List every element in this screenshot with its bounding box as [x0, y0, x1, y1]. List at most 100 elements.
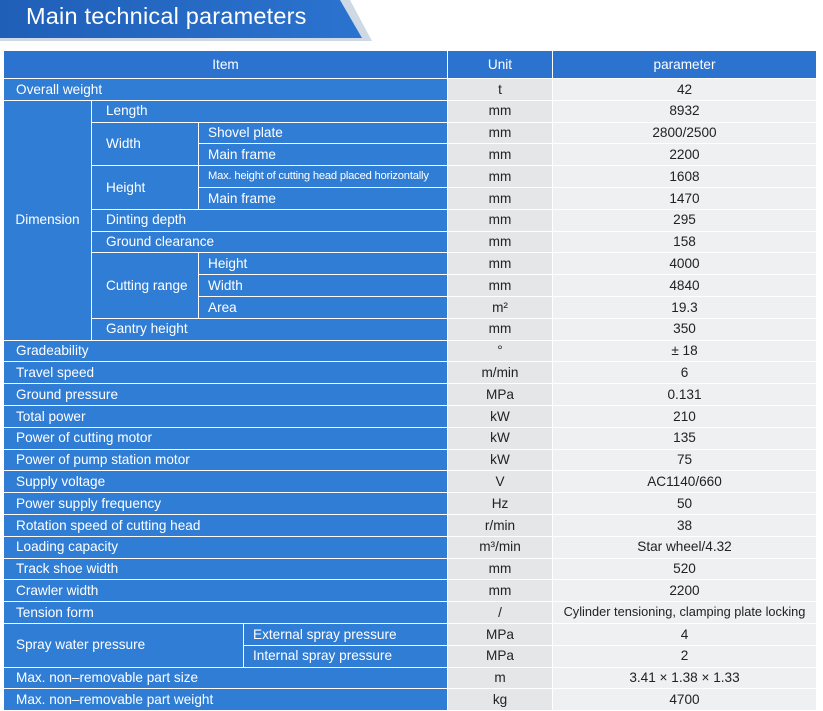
row-value: 2800/2500: [552, 121, 817, 145]
table-row: Height Max. height of cutting head place…: [4, 165, 817, 210]
group-label-dimension: Dimension: [3, 99, 92, 341]
row-unit: MPa: [447, 644, 553, 668]
row-value: 75: [552, 448, 817, 472]
table-row: Total power kW 210: [3, 404, 817, 428]
table-row: Dinting depth mm 295: [4, 208, 817, 232]
row-unit: Hz: [447, 492, 553, 515]
table-row: Ground pressure MPa 0.131: [3, 383, 817, 406]
row-unit: mm: [447, 317, 553, 341]
table-row: Loading capacity m³/min Star wheel/4.32: [3, 535, 817, 559]
row-label: Internal spray pressure: [243, 644, 448, 668]
row-value: 520: [552, 557, 817, 581]
table-row: Supply voltage V AC1140/660: [3, 470, 817, 494]
row-unit: V: [447, 470, 553, 494]
row-label: Power supply frequency: [3, 492, 448, 515]
table-row: Track shoe width mm 520: [3, 557, 817, 581]
page-title: Main technical parameters: [26, 3, 307, 29]
row-value: AC1140/660: [552, 470, 817, 494]
row-unit: MPa: [447, 383, 553, 406]
row-label: Max. non–removable part weight: [3, 688, 448, 711]
row-unit: mm: [447, 252, 553, 276]
row-label: Supply voltage: [3, 470, 448, 494]
table-row: Spray water pressure External spray pres…: [3, 622, 817, 668]
row-label: Max. height of cutting head placed horiz…: [198, 165, 448, 188]
row-value: 2200: [552, 143, 817, 167]
row-value: 3.41 × 1.38 × 1.33: [552, 666, 817, 690]
row-label: Tension form: [3, 601, 448, 624]
row-unit: mm: [447, 579, 553, 603]
row-value: 295: [552, 208, 817, 232]
row-value: 210: [552, 404, 817, 428]
row-value: 350: [552, 317, 817, 341]
title-banner: [0, 0, 362, 38]
table-row: Width Shovel plate mm 2800/2500: [4, 121, 817, 167]
row-label: Overall weight: [3, 78, 448, 101]
row-value: 38: [552, 513, 817, 537]
table-row: Tension form / Cylinder tensioning, clam…: [3, 601, 817, 624]
row-label: Power of cutting motor: [3, 426, 448, 450]
row-unit: m: [447, 666, 553, 690]
table-header-row: Item Unit parameter: [3, 50, 817, 79]
table-row: Power of cutting motor kW 135: [3, 426, 817, 450]
table-row: Overall weight t 42: [3, 78, 817, 101]
row-label: Power of pump station motor: [3, 448, 448, 472]
row-value: 2200: [552, 579, 817, 603]
row-unit: m³/min: [447, 535, 553, 559]
row-label: External spray pressure: [243, 622, 448, 646]
row-unit: m/min: [447, 361, 553, 385]
table-row: Gantry height mm 350: [4, 317, 817, 341]
table-row: Travel speed m/min 6: [3, 361, 817, 385]
row-value: 42: [552, 78, 817, 101]
row-label: Loading capacity: [3, 535, 448, 559]
row-unit: kg: [447, 688, 553, 711]
row-label: Crawler width: [3, 579, 448, 603]
table-row: Power of pump station motor kW 75: [3, 448, 817, 472]
table-row: Max. non–removable part weight kg 4700: [3, 688, 817, 711]
row-unit: MPa: [447, 622, 553, 646]
row-unit: mm: [447, 143, 553, 167]
group-label-width: Width: [91, 121, 199, 167]
table-row: Area m² 19.3: [4, 295, 817, 319]
parameters-table: Item Unit parameter Overall weight t 42 …: [3, 50, 817, 711]
row-unit: /: [447, 601, 553, 624]
table-row: Crawler width mm 2200: [3, 579, 817, 603]
row-unit: mm: [447, 99, 553, 123]
table-row: Gradeability ° ± 18: [3, 339, 817, 363]
row-unit: kW: [447, 404, 553, 428]
table-row: Dimension Length mm 8932: [3, 99, 817, 341]
row-value: 8932: [552, 99, 817, 123]
row-unit: mm: [447, 230, 553, 254]
row-label: Max. non–removable part size: [3, 666, 448, 690]
table-row: Ground clearance mm 158: [4, 230, 817, 254]
header-item: Item: [3, 50, 448, 79]
row-label: Gantry height: [91, 317, 448, 341]
row-unit: kW: [447, 448, 553, 472]
table-row: Rotation speed of cutting head r/min 38: [3, 513, 817, 537]
row-label: Main frame: [198, 143, 448, 167]
table-row: Main frame mm 1470: [4, 186, 817, 210]
table-row: Internal spray pressure MPa 2: [4, 644, 817, 668]
row-label: Gradeability: [3, 339, 448, 363]
row-unit: m²: [447, 295, 553, 319]
row-unit: r/min: [447, 513, 553, 537]
row-unit: °: [447, 339, 553, 363]
row-label: Total power: [3, 404, 448, 428]
row-value: 135: [552, 426, 817, 450]
row-label: Ground pressure: [3, 383, 448, 406]
row-value: 6: [552, 361, 817, 385]
row-label: Area: [198, 295, 448, 319]
row-value: 2: [552, 644, 817, 668]
group-label-spray-water: Spray water pressure: [3, 622, 244, 668]
row-unit: mm: [447, 165, 553, 188]
row-value: 158: [552, 230, 817, 254]
row-value: 4: [552, 622, 817, 646]
row-label: Shovel plate: [198, 121, 448, 145]
row-value: 19.3: [552, 295, 817, 319]
row-value: 4000: [552, 252, 817, 276]
row-value: 4700: [552, 688, 817, 711]
row-label: Rotation speed of cutting head: [3, 513, 448, 537]
table-row: Max. non–removable part size m 3.41 × 1.…: [3, 666, 817, 690]
row-label: Travel speed: [3, 361, 448, 385]
row-unit: kW: [447, 426, 553, 450]
group-label-height: Height: [91, 165, 199, 210]
